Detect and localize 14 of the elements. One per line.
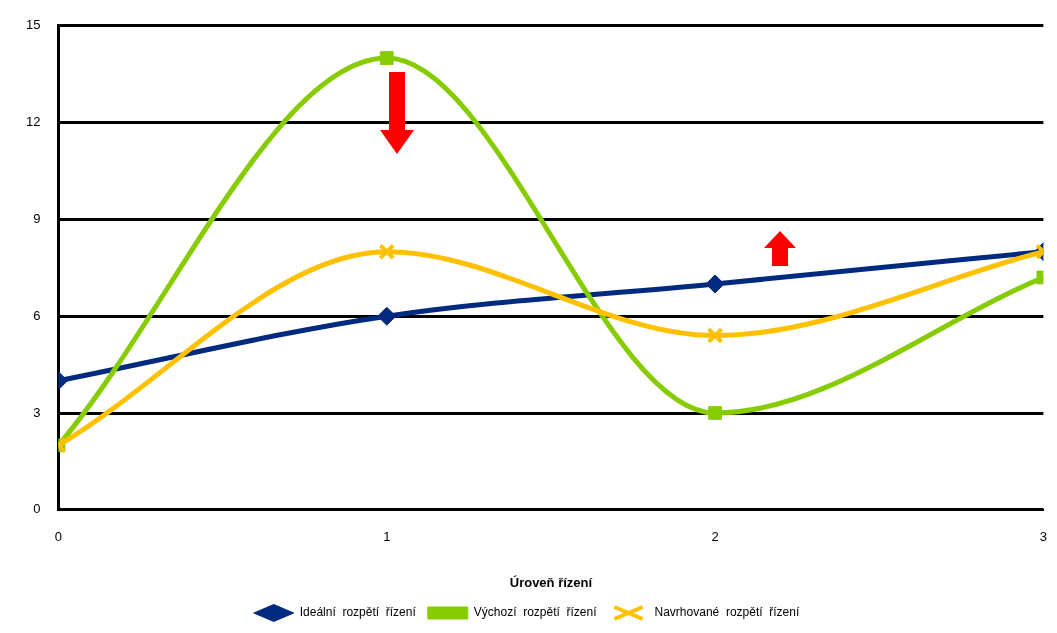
x-tick-label: 0 (54, 529, 63, 545)
y-tick-label: 12 (25, 114, 41, 130)
x-tick-label: 2 (711, 529, 719, 545)
legend-label: Ideální rozpětí řízení (299, 605, 417, 620)
legend-label: Výchozí rozpětí řízení (473, 605, 598, 620)
x-tick-label: 3 (1039, 529, 1047, 545)
x-axis-title: Úroveň řízení (509, 574, 593, 590)
y-tick-label: 0 (33, 501, 41, 517)
legend-label: Navrhované rozpětí řízení (654, 605, 800, 620)
y-tick-label: 3 (33, 404, 41, 420)
x-tick-label: 1 (383, 529, 391, 545)
y-tick-label: 6 (33, 307, 41, 323)
y-tick-label: 9 (33, 210, 41, 226)
y-tick-label: 15 (25, 17, 41, 33)
